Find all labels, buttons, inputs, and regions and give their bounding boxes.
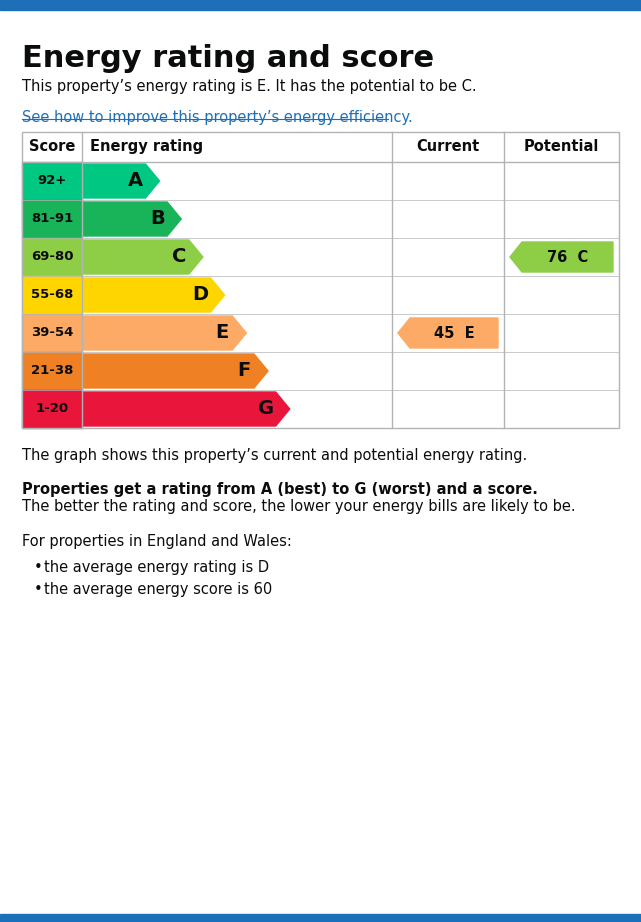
Polygon shape bbox=[82, 316, 246, 350]
Bar bbox=[22, 276, 82, 314]
Polygon shape bbox=[82, 354, 268, 388]
Text: B: B bbox=[150, 209, 165, 229]
Polygon shape bbox=[82, 278, 224, 312]
Text: Potential: Potential bbox=[524, 139, 599, 155]
Text: 69-80: 69-80 bbox=[31, 251, 73, 264]
Text: 45  E: 45 E bbox=[434, 325, 474, 340]
Polygon shape bbox=[82, 240, 203, 274]
Text: 92+: 92+ bbox=[37, 174, 67, 187]
Text: F: F bbox=[237, 361, 251, 381]
Text: 21-38: 21-38 bbox=[31, 364, 73, 377]
Polygon shape bbox=[82, 392, 290, 426]
Text: 55-68: 55-68 bbox=[31, 289, 73, 301]
Bar bbox=[22, 352, 82, 390]
Text: C: C bbox=[172, 247, 186, 266]
Text: •: • bbox=[34, 582, 43, 597]
Polygon shape bbox=[510, 242, 613, 272]
Text: D: D bbox=[192, 286, 209, 304]
Text: the average energy score is 60: the average energy score is 60 bbox=[44, 582, 272, 597]
Polygon shape bbox=[82, 164, 160, 198]
Bar bbox=[22, 238, 82, 276]
Text: The better the rating and score, the lower your energy bills are likely to be.: The better the rating and score, the low… bbox=[22, 499, 576, 514]
Bar bbox=[22, 200, 82, 238]
Text: 76  C: 76 C bbox=[547, 250, 588, 265]
Text: A: A bbox=[128, 171, 143, 191]
Bar bbox=[0, 0, 641, 10]
Text: 1-20: 1-20 bbox=[35, 403, 69, 416]
Bar bbox=[22, 162, 82, 200]
Text: 39-54: 39-54 bbox=[31, 326, 73, 339]
Text: E: E bbox=[215, 324, 229, 342]
Text: 81-91: 81-91 bbox=[31, 212, 73, 226]
Text: the average energy rating is D: the average energy rating is D bbox=[44, 560, 269, 575]
Text: Score: Score bbox=[29, 139, 75, 155]
Bar bbox=[22, 132, 619, 428]
Polygon shape bbox=[82, 202, 181, 236]
Text: This property’s energy rating is E. It has the potential to be C.: This property’s energy rating is E. It h… bbox=[22, 79, 477, 94]
Text: For properties in England and Wales:: For properties in England and Wales: bbox=[22, 534, 292, 549]
Text: •: • bbox=[34, 560, 43, 575]
Text: Properties get a rating from A (best) to G (worst) and a score.: Properties get a rating from A (best) to… bbox=[22, 482, 538, 497]
Text: The graph shows this property’s current and potential energy rating.: The graph shows this property’s current … bbox=[22, 448, 528, 463]
Text: Energy rating: Energy rating bbox=[90, 139, 203, 155]
Polygon shape bbox=[398, 318, 498, 348]
Bar bbox=[22, 390, 82, 428]
Text: Current: Current bbox=[417, 139, 479, 155]
Text: G: G bbox=[258, 399, 274, 419]
Bar bbox=[0, 914, 641, 922]
Text: Energy rating and score: Energy rating and score bbox=[22, 44, 434, 73]
Text: See how to improve this property’s energy efficiency.: See how to improve this property’s energ… bbox=[22, 110, 413, 125]
Bar bbox=[22, 314, 82, 352]
